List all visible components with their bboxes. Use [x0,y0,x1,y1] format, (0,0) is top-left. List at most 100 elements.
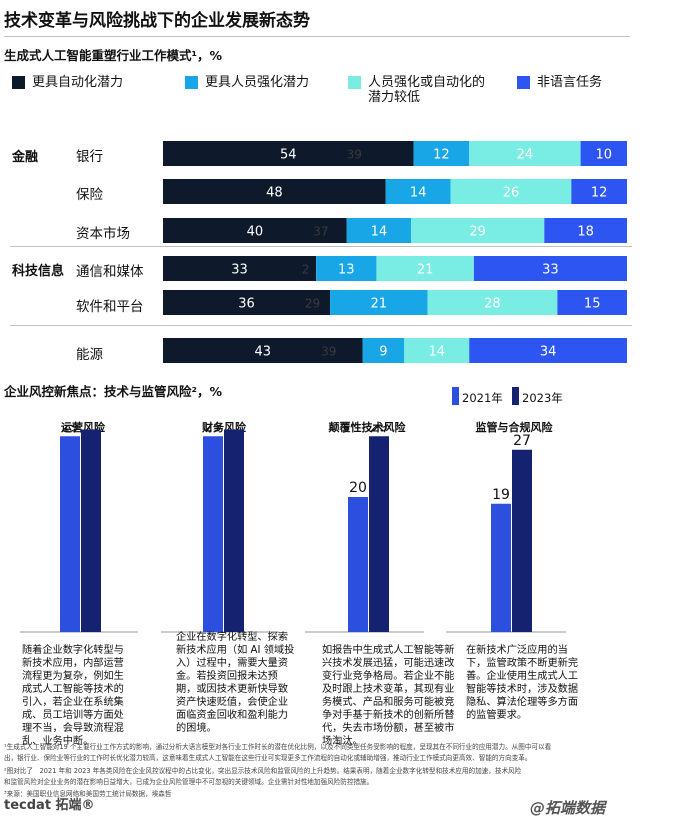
legend-label-automation: 更具自动化潜力 [32,75,124,90]
segment-automation [163,218,347,243]
segment-low-potential [469,141,581,166]
segment-nonlanguage [571,179,627,204]
risk-description-disruptive-tech: 如报告中生成式人工智能等新兴技术发展迅猛，可能迅速改变行业竞争格局。若企业不能及… [322,645,455,747]
risk-description-financial: 企业在数字化转型、探索新技术应用（如 AI 领域投入）过程中，需要大量资金。若投… [176,632,295,734]
legend-swatch-2021 [452,387,459,405]
segment-value-label: 28 [484,297,501,312]
segment-low-potential [376,256,474,281]
legend-swatch-nonlanguage [517,76,530,89]
segment-value-label: 14 [371,225,388,240]
risk-description-operational: 随着企业数字化转型与新技术应用，内部运营流程更为复杂，例如生成式人工智能等技术的… [22,645,124,747]
segment-automation [163,179,386,204]
stacked-bar-chart: 54 39 12 24 10 48 14 26 12 40 37 14 29 18 33 2 13 21 33 36 2… [163,141,627,363]
bar-2023 [81,429,101,632]
segment-automation [163,256,317,281]
group-label-finance: 金融 [12,150,39,165]
segment-value-label: 26 [503,186,520,201]
bar-2021 [60,436,80,632]
legend-swatch-augmentation [185,76,198,89]
segment-value-label: 33 [231,263,248,278]
row-label-telecom-media: 通信和媒体 [76,264,144,280]
segment-automation [163,338,363,363]
legend-swatch-2023 [512,387,519,405]
footnote-line: 出，银行业、保险业等行业的工作时长优化潜力较高，这意味着生成式人工智能在这些行业… [4,754,532,762]
group-separator [10,246,632,247]
segment-augmentation [316,256,377,281]
legend-label-low-potential: 人员强化或自动化的潜力较低 [368,75,486,105]
bar-value-label: 20 [349,480,367,496]
segment-value-label: 24 [517,148,534,163]
legend-swatch-automation [12,76,25,89]
legend-label-augmentation: 更具人员强化潜力 [205,75,310,90]
segment-value-label: 33 [542,263,559,278]
row-label-insurance: 保险 [76,187,103,203]
row-label-energy: 能源 [76,347,103,363]
segment-value-label: 10 [596,148,613,163]
segment-value-label: 43 [254,345,271,360]
watermark: @拓端数据 [530,799,606,817]
segment-low-potential [404,338,470,363]
footnote-line: ²图对比了 2021 年和 2023 年各类风险在企业风控议程中的占比变化，突出… [4,767,522,775]
bar-value-label: 27 [513,433,531,449]
segment-automation [163,141,414,166]
footnote-line: ³来源：美国职业信息网络和美国劳工统计局数据，埃森哲 [4,790,172,798]
segment-value-label: 36 [238,297,255,312]
segment-augmentation [346,218,412,243]
bar-value-label: 30 [82,425,100,429]
legend-swatch-low-potential [348,76,361,89]
bar-2021 [348,497,368,632]
segment-value-label: 29 [469,225,486,240]
segment-nonlanguage [544,218,627,243]
segment-augmentation [413,141,470,166]
overlap-value-label: 2 [302,263,310,277]
segment-value-label: 15 [584,297,601,312]
bar-value-label: 29 [61,425,79,435]
overlap-value-label: 29 [305,297,320,311]
row-label-capital-markets: 资本市场 [76,226,130,242]
row-label-banking: 银行 [76,149,103,165]
legend-label-2023: 2023年 [522,391,563,405]
segment-value-label: 18 [577,225,594,240]
bar-2023 [512,449,532,632]
segment-value-label: 14 [410,186,427,201]
segment-nonlanguage [557,290,627,315]
row-label-software: 软件和平台 [76,299,144,315]
segment-value-label: 21 [370,297,387,312]
panel-title-regulatory: 监管与合规风险 [475,421,553,434]
segment-low-potential [411,218,545,243]
bar-2023 [369,436,389,632]
overlap-value-label: 37 [313,225,328,239]
segment-value-label: 14 [428,345,445,360]
segment-low-potential [450,179,572,204]
group-label-tech: 科技信息 [12,264,65,279]
segment-value-label: 21 [417,263,434,278]
bar-2021 [491,503,511,632]
segment-value-label: 54 [280,148,297,163]
bar-2021 [203,436,223,632]
brand-logo: tecdat 拓端® [4,798,95,813]
segment-value-label: 12 [433,148,450,163]
risk-description-regulatory: 在新技术广泛应用的当下，监管政策不断更新完善。企业使用生成式人工智能等技术时，涉… [466,645,579,721]
segment-nonlanguage [580,141,627,166]
bar-value-label: 29 [370,425,388,435]
segment-value-label: 48 [266,186,283,201]
footnote-line: 和监管风险对企业业务的潜在影响日益增大，已成为企业风险管理中不可忽视的关键领域。… [4,778,374,786]
panel-title-disruptive-tech: 颠覆性技术风险 [328,421,406,434]
segment-low-potential [427,290,558,315]
overlap-value-label: 39 [321,345,336,359]
segment-augmentation [330,290,428,315]
segment-value-label: 12 [591,186,608,201]
segment-value-label: 13 [338,263,355,278]
bar-2023 [224,429,244,632]
bar-value-label: 30 [225,425,243,429]
bar-value-label: 19 [492,487,510,503]
segment-value-label: 40 [247,225,264,240]
overlap-value-label: 39 [347,148,362,162]
segment-nonlanguage [469,338,627,363]
page-title: 技术变革与风险挑战下的企业发展新态势 [4,11,310,31]
chart1-subtitle: 生成式人工智能重塑行业工作模式¹，% [4,48,222,63]
segment-value-label: 34 [540,345,557,360]
legend-label-2021: 2021年 [462,391,503,405]
segment-augmentation [385,179,451,204]
segment-nonlanguage [473,256,627,281]
